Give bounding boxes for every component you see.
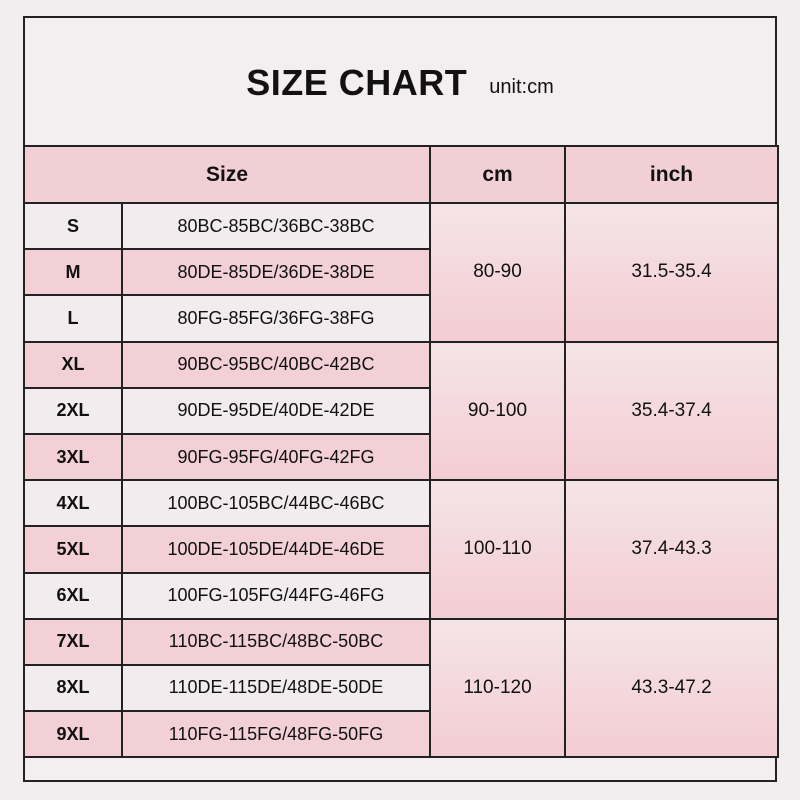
table-row: 4XL 100BC-105BC/44BC-46BC 100-110 37.4-43.3 — [23, 479, 779, 620]
cm-cell: 80-90 — [429, 202, 566, 343]
size-cell: 9XL — [23, 710, 123, 759]
cm-cell: 100-110 — [429, 479, 566, 620]
title-area: SIZE CHART unit:cm — [25, 18, 775, 147]
cm-cell: 90-100 — [429, 340, 566, 482]
chart-title: SIZE CHART — [246, 61, 468, 103]
table-row: M 80DE-85DE/36DE-38DE — [23, 248, 778, 297]
cup-size-cell: 100DE-105DE/44DE-46DE — [121, 525, 431, 574]
header-inch: inch — [564, 145, 779, 204]
size-cell: 4XL — [23, 479, 123, 528]
size-table: Size cm inch S 80BC-85BC/36BC-38BC 80-90 31… — [23, 145, 779, 759]
table-row: 2XL 90DE-95DE/40DE-42DE — [23, 386, 778, 435]
inch-cell: 43.3-47.2 — [564, 617, 779, 759]
table-row: 7XL 110BC-115BC/48BC-50BC 110-120 43.3-47.2 — [23, 617, 779, 759]
cm-cell: 110-120 — [429, 617, 566, 759]
cup-size-cell: 110FG-115FG/48FG-50FG — [121, 710, 431, 759]
cup-size-cell: 90FG-95FG/40FG-42FG — [121, 432, 431, 482]
cup-size-cell: 80DE-85DE/36DE-38DE — [121, 248, 431, 297]
size-cell: 5XL — [23, 525, 123, 574]
header-cm: cm — [429, 145, 566, 204]
size-chart: SIZE CHART unit:cm Size cm inch S 80BC-85… — [23, 16, 779, 782]
header-row: Size cm inch — [23, 145, 779, 204]
cup-size-cell: 100BC-105BC/44BC-46BC — [121, 479, 431, 528]
size-cell: S — [23, 201, 123, 251]
table-row: XL 90BC-95BC/40BC-42BC 90-100 35.4-37.4 — [23, 340, 779, 482]
size-cell: 8XL — [23, 663, 123, 713]
size-cell: 3XL — [23, 432, 123, 482]
unit-label: unit:cm — [489, 76, 554, 98]
cup-size-cell: 100FG-105FG/44FG-46FG — [121, 571, 431, 620]
header-size: Size — [23, 145, 431, 204]
cup-size-cell: 90BC-95BC/40BC-42BC — [121, 340, 431, 389]
cup-size-cell: 110DE-115DE/48DE-50DE — [121, 663, 431, 713]
cup-size-cell: 90DE-95DE/40DE-42DE — [121, 386, 431, 435]
size-cell: 6XL — [23, 571, 123, 620]
table-row: 5XL 100DE-105DE/44DE-46DE — [23, 525, 778, 574]
size-cell: L — [23, 294, 123, 343]
inch-cell: 37.4-43.3 — [564, 479, 779, 620]
cup-size-cell: 80BC-85BC/36BC-38BC — [121, 201, 431, 251]
size-cell: 7XL — [23, 617, 123, 666]
table-row: 6XL 100FG-105FG/44FG-46FG — [23, 571, 778, 620]
size-cell: XL — [23, 340, 123, 389]
inch-cell: 35.4-37.4 — [564, 340, 779, 482]
table-row: 9XL 110FG-115FG/48FG-50FG — [23, 710, 778, 759]
inch-cell: 31.5-35.4 — [564, 202, 779, 343]
size-cell: M — [23, 248, 123, 297]
table-row: S 80BC-85BC/36BC-38BC 80-90 31.5-35.4 — [23, 201, 779, 343]
table-row: 8XL 110DE-115DE/48DE-50DE — [23, 663, 778, 713]
table-row: 3XL 90FG-95FG/40FG-42FG — [23, 432, 778, 482]
size-cell: 2XL — [23, 386, 123, 435]
cup-size-cell: 110BC-115BC/48BC-50BC — [121, 617, 431, 666]
table-row: L 80FG-85FG/36FG-38FG — [23, 294, 778, 343]
cup-size-cell: 80FG-85FG/36FG-38FG — [121, 294, 431, 343]
